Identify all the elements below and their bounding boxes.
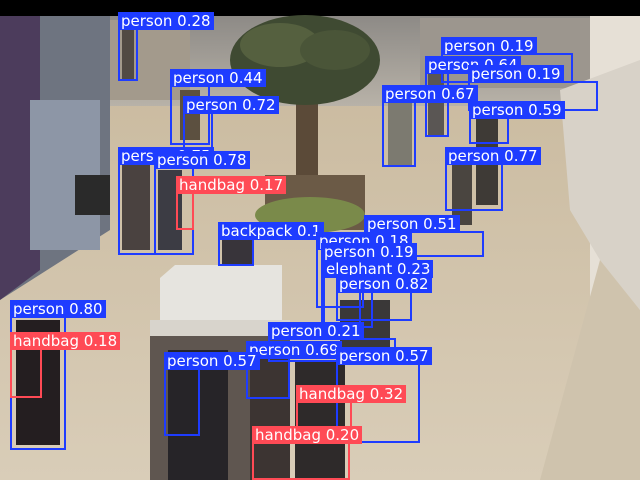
detection-label: backpack 0.1 [218,222,324,240]
detection-box: person 0.69 [246,341,342,399]
detection-box: person 0.78 [154,151,250,255]
detection-label: handbag 0.32 [296,385,407,403]
detection-box: person 0.72 [183,96,279,152]
detection-label: elephant 0.23 [323,260,434,278]
detection-label: person 0.21 [268,322,364,340]
detection-label: person 0.19 [321,243,417,261]
detection-label: person 0.82 [336,275,432,293]
detection-label: person 0.44 [170,69,266,87]
detection-box: person 0.82 [336,275,432,321]
detection-box: person 0.57 [336,347,432,443]
detection-label: handbag 0.18 [10,332,121,350]
detection-box: person 0.44 [170,69,266,145]
detection-label: person 0.57 [336,347,432,365]
detection-label: person 0.19 [468,65,564,83]
detection-box: person 0.64 [425,56,521,137]
detection-label: handbag 0.17 [176,176,287,194]
detection-box: handbag 0.20 [252,426,363,480]
detection-box: person 0.67 [382,85,478,167]
detection-label: person 0.57 [164,352,260,370]
detection-label: handbag 0.20 [252,426,363,444]
detection-box: person 0.57 [164,352,260,436]
detection-label: person 0.72 [183,96,279,114]
detection-box: elephant 0.23 [323,260,434,328]
detection-label: person 0.77 [445,147,541,165]
detection-label: person 0.59 [469,101,565,119]
detection-label: person 0.69 [246,341,342,359]
detection-box: backpack 0.1 [218,222,324,266]
detection-label: person 0.80 [10,300,106,318]
detection-label: person 0.19 [441,37,537,55]
detection-label: person 0.28 [118,12,214,30]
detection-label: person 0.51 [364,215,460,233]
detection-box: handbag 0.18 [10,332,121,398]
detection-box: person 0.77 [445,147,541,211]
detection-box: person 0.28 [118,12,214,81]
detection-label: person 0.67 [382,85,478,103]
detection-box: person 0.59 [469,101,565,144]
detection-label: person 0.78 [154,151,250,169]
detection-box: handbag 0.17 [176,176,287,230]
detection-box: person 0.75 [118,147,214,255]
